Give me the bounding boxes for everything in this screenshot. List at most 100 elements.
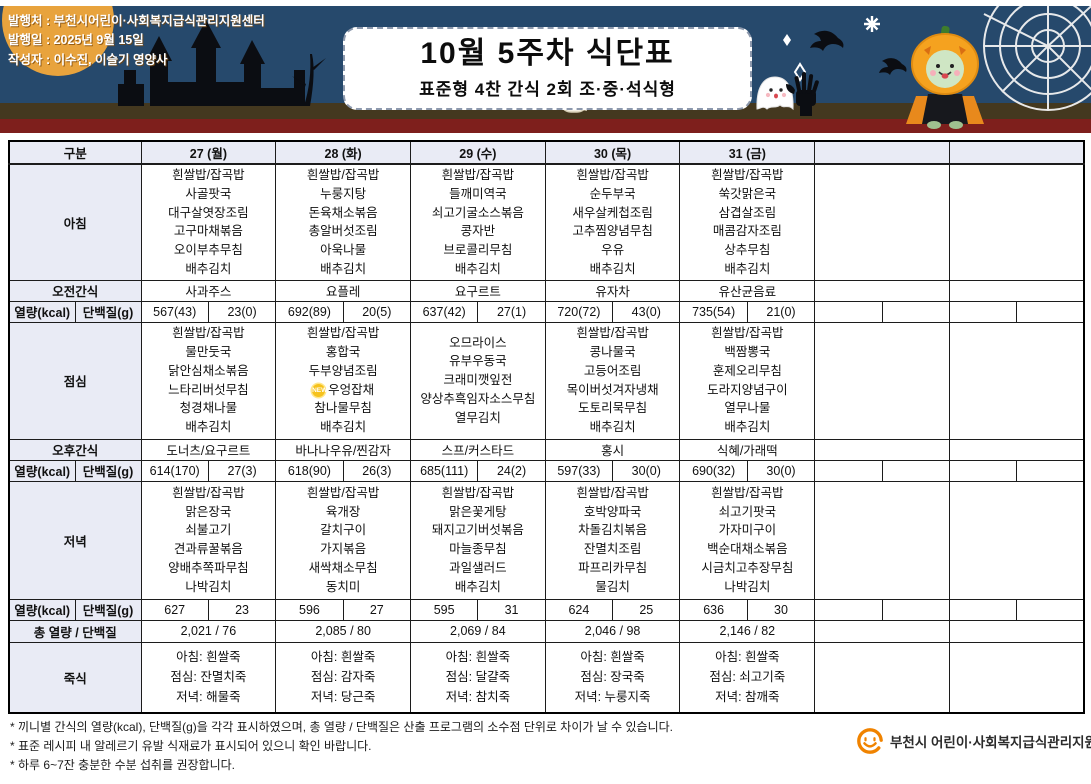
pumpkin-character-icon (906, 25, 984, 129)
lunch-cell-1: 흰쌀밥/잡곡밥 물만둣국 닭안심채소볶음 느타리버섯무침 청경채나물 배추김치 (140, 321, 277, 440)
menu-item: 상추무침 (724, 243, 771, 257)
total_row-cell-5: 2,146 / 82 (679, 619, 816, 643)
energy-label-cell: 열량(kcal) (8, 598, 76, 621)
menu-item: 새우살케첩조림 (572, 205, 653, 220)
menu-item: 맑은장국 (185, 504, 232, 519)
lunch-cell-4: 흰쌀밥/잡곡밥 콩나물국 고등어조림 목이버섯겨자냉채 도토리묵무침 배추김치 (544, 321, 681, 440)
breakfast-cell-5: 흰쌀밥/잡곡밥 쑥갓맑은국 삼겹살조림 매콤감자조림 상추무침 배추김치 (679, 163, 816, 281)
breakfast-cell-3: 흰쌀밥/잡곡밥 들깨미역국 쇠고기굴소스볶음 콩자반 브로콜리무침 배추김치 (409, 163, 546, 281)
energy_lunch-kcal-6 (814, 459, 883, 482)
energy_dinner-kcal-6 (814, 598, 883, 621)
energy_dinner-kcal-1: 627 (140, 598, 209, 621)
morning_snack-cell-1: 사과주스 (140, 279, 277, 302)
menu-item: 오므라이스 (449, 335, 507, 350)
org-logo: 부천시 어린이·사회복지급식관리지원센터 (856, 727, 1091, 755)
day-header-7 (948, 140, 1085, 165)
energy_lunch-kcal-4: 597(33) (544, 459, 614, 482)
morning_snack-cell-5: 유산균음료 (679, 279, 816, 302)
menu-item: 물만둣국 (185, 345, 232, 359)
menu-item: 흰쌀밥/잡곡밥 (576, 326, 649, 341)
energy_lunch-protein-4: 30(0) (612, 459, 681, 482)
day-header-1: 27 (월) (140, 140, 277, 165)
energy_breakfast-kcal-3: 637(42) (409, 300, 479, 323)
menu-item: 잔멸치조림 (583, 542, 642, 556)
porridge-cell-4: 아침: 흰쌀죽 점심: 장국죽 저녁: 누룽지죽 (544, 641, 681, 714)
day-header-3: 29 (수) (409, 140, 546, 165)
energy_breakfast-protein-2: 20(5) (342, 300, 411, 323)
menu-item: 저녁: 누룽지죽 (574, 690, 651, 705)
menu-item: 아침: 흰쌀죽 (176, 650, 241, 665)
energy_dinner-kcal-3: 595 (409, 598, 479, 621)
porridge-cell-2: 아침: 흰쌀죽 점심: 감자죽 저녁: 당근죽 (275, 641, 411, 714)
energy_lunch-kcal-2: 618(90) (275, 459, 344, 482)
dinner-label-cell: 저녁 (8, 480, 142, 600)
protein-label-cell: 단백질(g) (74, 459, 142, 482)
day-header-2: 28 (화) (275, 140, 411, 165)
breakfast-cell-6 (814, 163, 950, 281)
energy_dinner-protein-2: 27 (342, 598, 411, 621)
menu-item: 참나물무침 (314, 401, 372, 416)
menu-item: 점심: 잔멸치죽 (170, 670, 247, 685)
menu-item: 배추김치 (454, 261, 501, 276)
menu-item: 흰쌀밥/잡곡밥 (441, 485, 515, 500)
porridge-cell-1: 아침: 흰쌀죽 점심: 잔멸치죽 저녁: 해물죽 (140, 641, 277, 714)
menu-item: 목이버섯겨자냉채 (566, 382, 659, 397)
menu-item: 흰쌀밥/잡곡밥 (172, 485, 245, 500)
dinner-cell-6 (814, 480, 950, 600)
energy_dinner-kcal-7 (948, 598, 1018, 621)
morning_snack-cell-4: 유자차 (544, 279, 681, 302)
morning_snack-cell-2: 요플레 (275, 279, 411, 302)
smiley-logo-icon (857, 728, 883, 754)
menu-item: 삼겹살조림 (718, 205, 777, 220)
lunch-cell-5: 흰쌀밥/잡곡밥 백짬뽕국 훈제오리무침 도라지양념구이 열무나물 배추김치 (679, 321, 816, 440)
menu-item: 가자미구이 (718, 523, 777, 538)
footnote-line: * 하루 6~7잔 충분한 수분 섭취를 권장합니다. (10, 758, 236, 773)
total_row-cell-6 (814, 619, 950, 643)
menu-item: 쑥갓맑은국 (718, 186, 777, 201)
menu-item: 두부양념조림 (308, 363, 378, 378)
protein-label-cell: 단백질(g) (74, 300, 142, 323)
menu-item: 물김치 (595, 579, 630, 594)
menu-item: 아침: 흰쌀죽 (580, 650, 645, 665)
halloween-banner: 발행처 : 부천시어린이·사회복지급식관리지원센터 발행일 : 2025년 9월… (0, 6, 1091, 133)
energy_lunch-kcal-7 (948, 459, 1018, 482)
energy_lunch-protein-6 (881, 459, 950, 482)
total_row-cell-1: 2,021 / 76 (140, 619, 277, 643)
ghost-icon (756, 76, 794, 111)
menu-item: 배추김치 (589, 420, 636, 434)
menu-item: 훈제오리무침 (712, 363, 782, 378)
menu-item: 누룽지탕 (320, 186, 367, 201)
menu-item: 아침: 흰쌀죽 (445, 650, 511, 665)
lunch-cell-3: 오므라이스 유부우동국 크래미깻잎전 양상추흑임자소스무침 열무김치 (409, 321, 546, 440)
menu-item: 나박김치 (185, 579, 232, 594)
menu-item: 양배추쪽파무침 (168, 560, 249, 575)
bat-icon (810, 30, 907, 75)
menu-item: 순두부국 (589, 186, 636, 201)
breakfast-cell-2: 흰쌀밥/잡곡밥 누룽지탕 돈육채소볶음 총알버섯조림 아욱나물 배추김치 (275, 163, 411, 281)
menu-item: 점심: 달걀죽 (445, 670, 511, 685)
footnote-line: * 표준 레시피 내 알레르기 유발 식재료가 표시되어 있으니 확인 바랍니다… (10, 739, 372, 754)
energy_breakfast-kcal-1: 567(43) (140, 300, 209, 323)
lunch-cell-7 (948, 321, 1085, 440)
dinner-cell-7 (948, 480, 1085, 600)
menu-item: 들깨미역국 (449, 186, 507, 201)
menu-item: 우유 (601, 243, 625, 257)
menu-item: 느타리버섯무침 (168, 382, 249, 397)
energy_lunch-protein-7 (1016, 459, 1085, 482)
menu-item: 육개장 (325, 504, 361, 519)
menu-item: 열무김치 (454, 410, 501, 425)
menu-item: 사골팟국 (185, 186, 232, 201)
menu-item: 대구살엿장조림 (168, 205, 249, 220)
breakfast-label-cell: 아침 (8, 163, 142, 281)
total_row-cell-7 (948, 619, 1085, 643)
morning_snack-label-cell: 오전간식 (8, 279, 142, 302)
breakfast-cell-1: 흰쌀밥/잡곡밥 사골팟국 대구살엿장조림 고구마채볶음 오이부추무침 배추김치 (140, 163, 277, 281)
menu-table-body: 구분 27 (월) 28 (화) 29 (수) 30 (목) 31 (금) 아침 흰쌀밥/잡곡… (8, 140, 1085, 714)
energy_breakfast-kcal-6 (814, 300, 883, 323)
footnotes: * 끼니별 간식의 열량(kcal), 단백질(g)을 각각 표시하였으며, 총… (10, 718, 870, 776)
footnote-line: * 끼니별 간식의 열량(kcal), 단백질(g)을 각각 표시하였으며, 총… (10, 720, 673, 734)
menu-item: 배추김치 (724, 261, 771, 276)
menu-item: 콩나물국 (589, 345, 636, 359)
energy_breakfast-kcal-2: 692(89) (275, 300, 344, 323)
menu-item: 오이부추무침 (173, 243, 243, 257)
